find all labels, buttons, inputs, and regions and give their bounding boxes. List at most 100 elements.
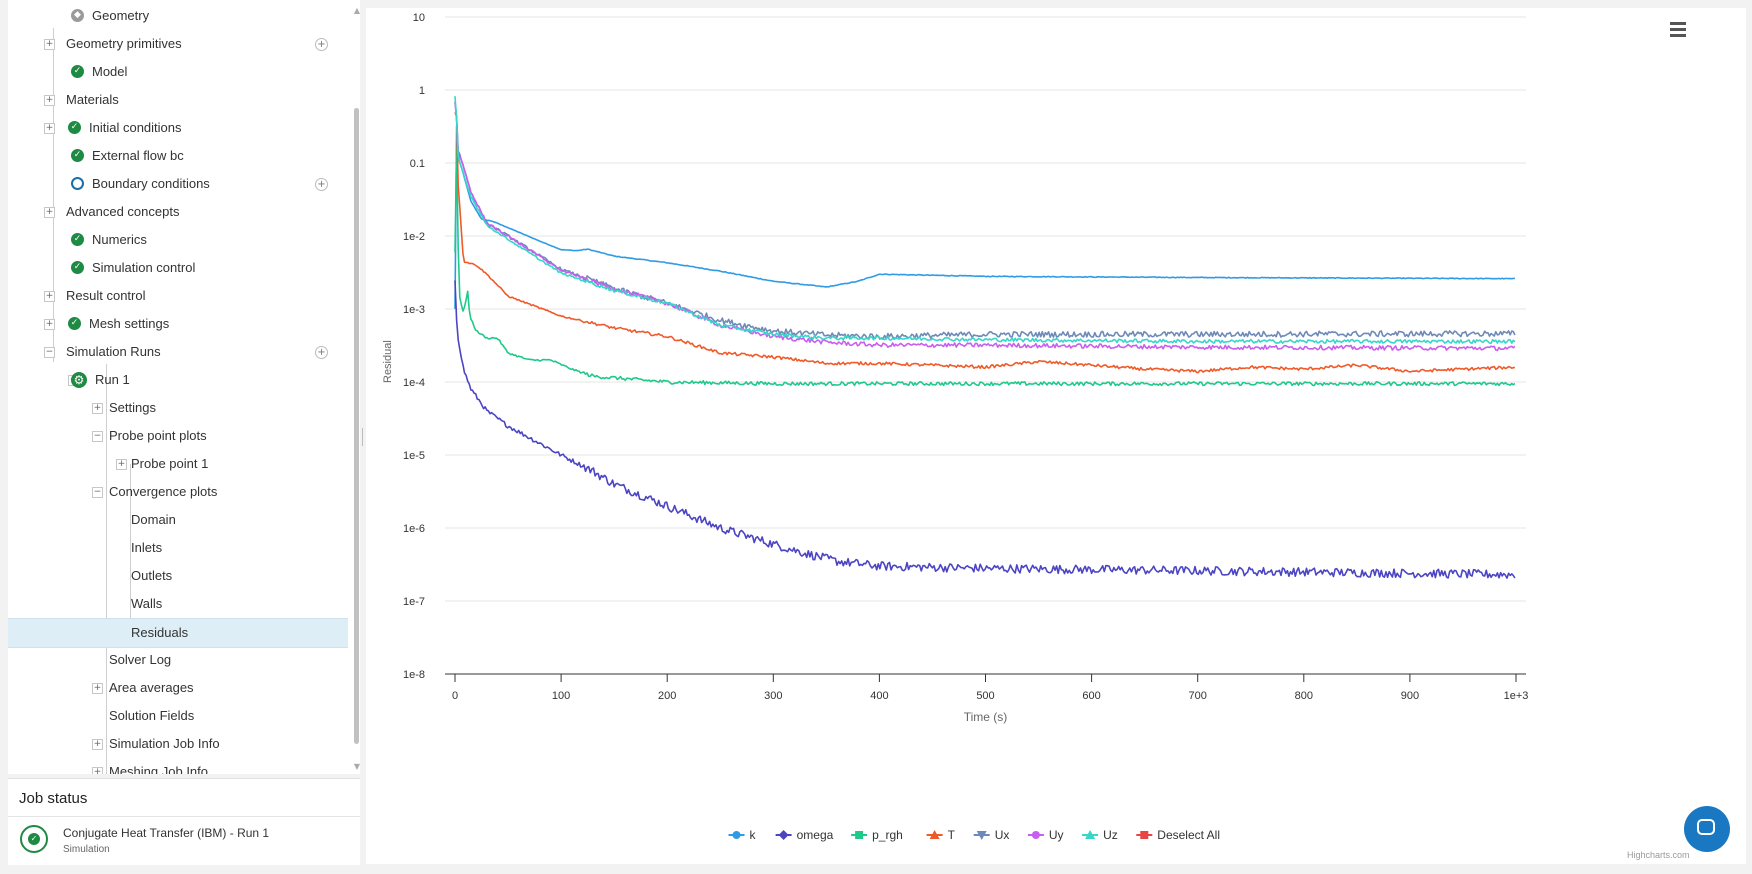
tree-item-numerics[interactable]: ✓ Numerics (8, 226, 350, 254)
series-line-k (454, 125, 1515, 309)
deselect-all-legend-item[interactable]: Deselect All (1136, 828, 1220, 842)
legend-marker-icon (929, 830, 940, 839)
legend-item-uz[interactable]: Uz (1082, 828, 1118, 842)
tree-item-domain[interactable]: Domain (8, 506, 350, 534)
series-line-omega (454, 280, 1516, 579)
tree-item-probe-point-plots[interactable]: − Probe point plots (8, 422, 350, 450)
tree-scrollbar[interactable]: ▲ ▼ (351, 0, 361, 774)
chart-menu-icon[interactable] (1668, 19, 1688, 39)
x-tick-label: 0 (452, 690, 458, 702)
tree-item-label: Walls (131, 596, 163, 611)
chat-icon (1697, 819, 1715, 835)
status-pending-icon (71, 177, 84, 190)
tree-item-residuals[interactable]: Residuals (8, 618, 348, 648)
tree-item-materials[interactable]: + Materials (8, 86, 350, 114)
tree-item-advanced-concepts[interactable]: + Advanced concepts (8, 198, 350, 226)
expand-icon[interactable]: + (92, 683, 103, 694)
series-line-p-rgh (454, 146, 1516, 387)
add-item-icon[interactable]: + (315, 178, 328, 191)
scroll-up-arrow-icon[interactable]: ▲ (353, 6, 361, 15)
tree-item-boundary-conditions[interactable]: Boundary conditions + (8, 170, 350, 198)
legend-item-p-rgh[interactable]: p_rgh (851, 828, 903, 842)
legend-item-ux[interactable]: Ux (973, 828, 1010, 842)
tree-item-initial-conditions[interactable]: + ✓ Initial conditions (8, 114, 350, 142)
expand-icon[interactable]: + (44, 291, 55, 302)
legend-item-t[interactable]: T (926, 828, 956, 842)
expand-icon[interactable]: + (44, 95, 55, 106)
expand-icon[interactable]: + (44, 319, 55, 330)
x-tick-label: 400 (870, 690, 888, 702)
tree-item-run-1[interactable]: −⚙Run 1 (8, 366, 350, 394)
collapse-icon[interactable]: − (44, 347, 55, 358)
tree-item-area-averages[interactable]: + Area averages (8, 674, 350, 702)
tree-item-label: Meshing Job Info (109, 764, 209, 774)
tree-item-inlets[interactable]: Inlets (8, 534, 350, 562)
tree-item-label: Solution Fields (109, 708, 195, 723)
legend-item-k[interactable]: k (728, 828, 757, 842)
tree-item-model[interactable]: ✓ Model (8, 58, 350, 86)
add-item-icon[interactable]: + (315, 38, 328, 51)
status-check-icon: ✓ (71, 149, 84, 162)
tree-item-label: Run 1 (95, 372, 130, 387)
tree-item-geometry[interactable]: ◆ Geometry (8, 2, 350, 30)
project-tree-panel: ◆ Geometry + Geometry primitives + ✓ Model + Mat… (8, 0, 360, 774)
legend-label: Ux (995, 828, 1010, 842)
legend-item-uy[interactable]: Uy (1027, 828, 1064, 842)
status-check-icon: ✓ (71, 65, 84, 78)
chart-credits[interactable]: Highcharts.com (1627, 850, 1690, 860)
legend-label: Uy (1049, 828, 1064, 842)
collapse-icon[interactable]: − (92, 431, 103, 442)
tree-item-simulation-job-info[interactable]: + Simulation Job Info (8, 730, 350, 758)
y-tick-label: 1e-7 (403, 596, 425, 608)
expand-icon[interactable]: + (44, 123, 55, 134)
x-tick-label: 800 (1295, 690, 1313, 702)
x-axis-ticks: 0 100 200 300 400 500 600 700 800 900 1e+3 (452, 690, 1528, 702)
tree-item-label: Simulation Runs (66, 344, 161, 359)
tree-item-walls[interactable]: Walls (8, 590, 350, 618)
x-tick-label: 300 (764, 690, 782, 702)
expand-icon[interactable]: + (92, 739, 103, 750)
tree-item-label: Probe point 1 (131, 456, 209, 471)
legend-marker-icon (855, 831, 864, 839)
tree-item-geometry-primitives[interactable]: + Geometry primitives + (8, 30, 350, 58)
chat-support-button[interactable] (1684, 806, 1730, 852)
legend-marker-icon (976, 831, 987, 840)
legend-marker-icon (732, 831, 741, 839)
expand-icon[interactable]: + (92, 767, 103, 774)
tree-item-simulation-runs[interactable]: − Simulation Runs + (8, 338, 350, 366)
tree-item-label: Area averages (109, 680, 194, 695)
series-line-ux (454, 101, 1516, 340)
expand-icon[interactable]: + (44, 39, 55, 50)
expand-icon[interactable]: + (116, 459, 127, 470)
tree-item-settings[interactable]: + Settings (8, 394, 350, 422)
tree-item-convergence-plots[interactable]: − Convergence plots (8, 478, 350, 506)
legend-marker-icon (1031, 831, 1040, 839)
run-gear-icon: ⚙ (71, 372, 87, 388)
chart-series (454, 96, 1516, 579)
tree-item-solution-fields[interactable]: Solution Fields (8, 702, 350, 730)
tree-item-external-flow-bc[interactable]: ✓ External flow bc (8, 142, 350, 170)
scroll-down-arrow-icon[interactable]: ▼ (353, 762, 361, 771)
tree-item-probe-point-1[interactable]: + Probe point 1 (8, 450, 350, 478)
tree-item-meshing-job-info[interactable]: + Meshing Job Info (8, 758, 350, 774)
collapse-icon[interactable]: − (92, 487, 103, 498)
job-name[interactable]: Conjugate Heat Transfer (IBM) - Run 1 (63, 826, 270, 840)
chart-legend: k omega p_rgh T Ux Uy Uz Deselect All (728, 828, 1220, 842)
y-axis-ticks: 10 1 0.1 1e-2 1e-3 1e-4 1e-5 1e-6 1e-7 1e-8 (403, 12, 425, 681)
job-status-divider (8, 816, 360, 817)
status-check-icon: ✓ (71, 261, 84, 274)
tree-item-outlets[interactable]: Outlets (8, 562, 350, 590)
legend-marker-icon (1085, 830, 1096, 839)
add-item-icon[interactable]: + (315, 346, 328, 359)
expand-icon[interactable]: + (44, 207, 55, 218)
tree-item-simulation-control[interactable]: ✓ Simulation control (8, 254, 350, 282)
y-tick-label: 1e-3 (403, 304, 425, 316)
expand-icon[interactable]: + (92, 403, 103, 414)
tree-scroll-thumb[interactable] (354, 108, 359, 744)
tree-guide-line (53, 28, 54, 362)
tree-item-solver-log[interactable]: Solver Log (8, 646, 350, 674)
legend-item-omega[interactable]: omega (775, 828, 834, 842)
tree-item-mesh-settings[interactable]: + ✓ Mesh settings (8, 310, 350, 338)
tree-item-result-control[interactable]: + Result control (8, 282, 350, 310)
y-tick-label: 1e-5 (403, 450, 425, 462)
